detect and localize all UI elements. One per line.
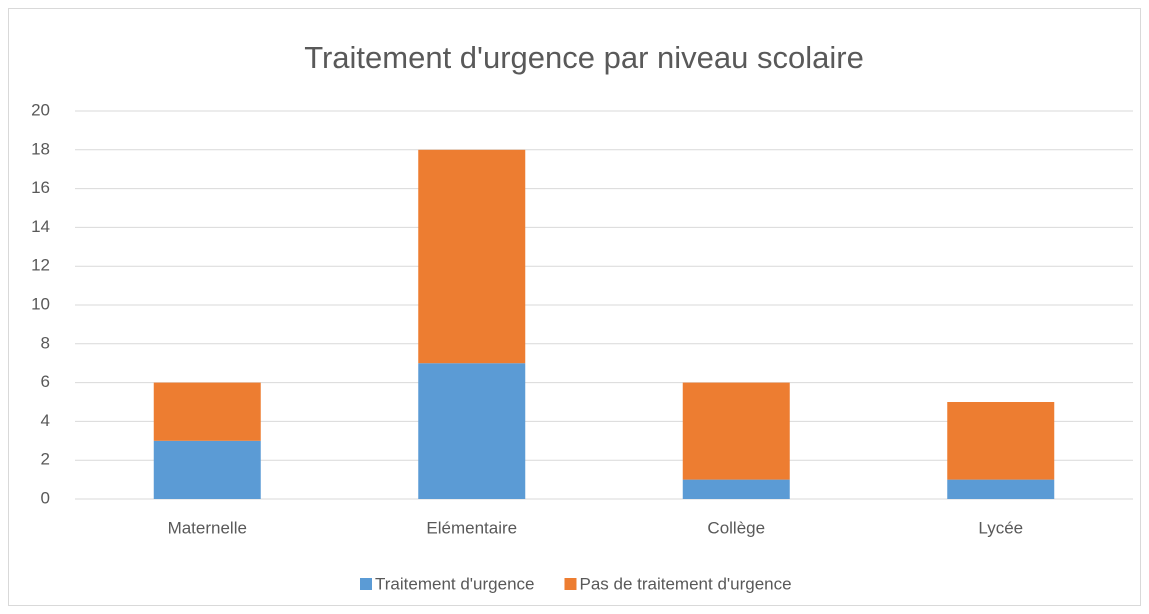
- y-tick-label: 10: [31, 294, 50, 313]
- y-tick-label: 0: [41, 488, 50, 507]
- bar-segment: [682, 479, 790, 499]
- bar-segment: [947, 479, 1055, 499]
- y-tick-label: 12: [31, 256, 50, 275]
- bar-segment: [153, 440, 261, 499]
- y-tick-label: 2: [41, 450, 50, 469]
- y-tick-label: 6: [41, 372, 50, 391]
- bar-segment: [418, 363, 526, 499]
- y-tick-label: 4: [41, 411, 50, 430]
- legend-swatch: [564, 578, 577, 590]
- legend-swatch: [360, 578, 372, 590]
- legend-label: Traitement d'urgence: [375, 574, 534, 593]
- bar-segment: [153, 382, 261, 441]
- y-tick-label: 14: [31, 217, 50, 236]
- y-tick-label: 18: [31, 139, 50, 158]
- y-tick-label: 20: [31, 100, 50, 119]
- x-tick-label: Collège: [707, 518, 765, 537]
- legend-label: Pas de traitement d'urgence: [579, 574, 791, 593]
- y-tick-label: 16: [31, 178, 50, 197]
- x-tick-label: Maternelle: [168, 518, 247, 537]
- bar-segment: [947, 402, 1055, 480]
- y-tick-label: 8: [41, 333, 50, 352]
- bar-segment: [418, 149, 526, 364]
- x-tick-label: Elémentaire: [426, 518, 517, 537]
- chart-border: [8, 8, 1141, 606]
- chart-title: Traitement d'urgence par niveau scolaire: [304, 40, 864, 75]
- bar-segment: [682, 382, 790, 480]
- x-tick-label: Lycée: [978, 518, 1023, 537]
